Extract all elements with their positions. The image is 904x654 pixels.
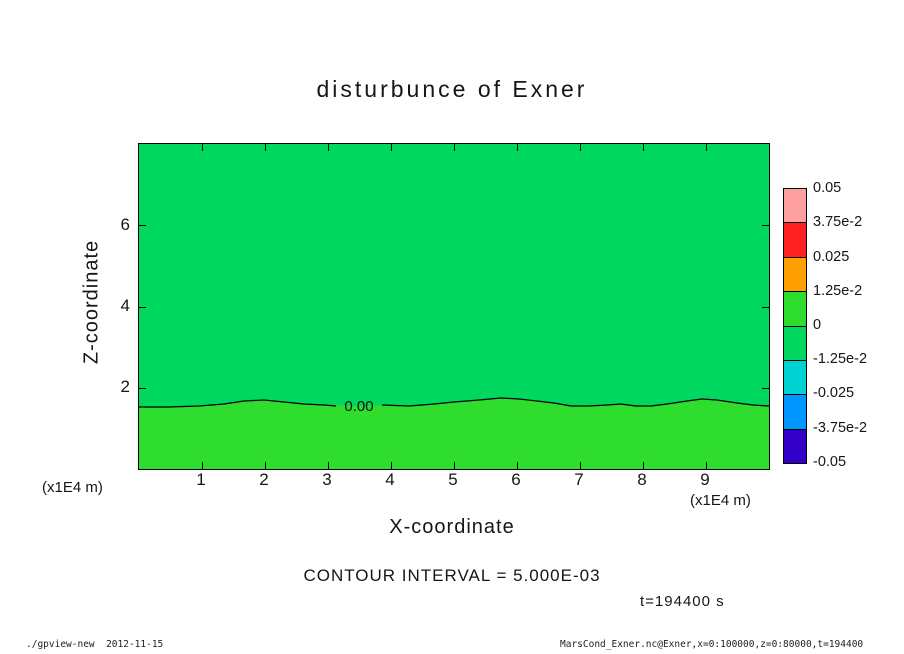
colorbar-cell [784, 395, 806, 430]
x-tick-label: 3 [322, 470, 332, 489]
colorbar-label: 0.025 [813, 249, 850, 265]
x-tick-mark [517, 462, 518, 469]
x-tick-label: 4 [385, 470, 395, 489]
x-tick-label: 1 [196, 470, 206, 489]
x-tick-mark [517, 144, 518, 151]
z-tick-mark [139, 388, 146, 389]
x-tick-mark [391, 462, 392, 469]
colorbar-cell [784, 292, 806, 327]
x-axis-title: X-coordinate [389, 516, 515, 538]
z-tick-mark [762, 307, 769, 308]
time-annotation: t=194400 s [640, 593, 725, 610]
z-tick-label: 2 [120, 377, 130, 396]
x-tick-mark [580, 462, 581, 469]
x-tick-mark [454, 144, 455, 151]
colorbar-label: 0.05 [813, 180, 842, 196]
z-tick-mark [139, 307, 146, 308]
colorbar-cell [784, 326, 806, 361]
x-tick-label: 8 [637, 470, 647, 489]
colorbar [783, 188, 807, 464]
zero-contour-line-right [381, 397, 769, 407]
z-tick-mark [139, 225, 146, 226]
contour-interval-text: CONTOUR INTERVAL = 5.000E-03 [303, 566, 601, 585]
lower-fill-region [139, 398, 769, 469]
x-tick-mark [265, 144, 266, 151]
x-tick-mark [328, 462, 329, 469]
z-tick-mark [762, 388, 769, 389]
colorbar-cell [784, 189, 806, 224]
footer-program-stamp: ./gpview-new 2012-11-15 [26, 639, 164, 650]
z-tick-label: 4 [120, 296, 130, 315]
colorbar-cell [784, 257, 806, 293]
footer-data-source-stamp: MarsCond_Exner.nc@Exner,x=0:100000,z=0:8… [560, 639, 864, 650]
z-axis-unit-label: (x1E4 m) [42, 479, 103, 496]
x-tick-mark [391, 144, 392, 151]
z-tick-label: 6 [120, 215, 130, 234]
x-tick-mark [328, 144, 329, 151]
x-tick-mark [706, 462, 707, 469]
contour-plot: 0.00 [139, 144, 769, 469]
x-tick-label: 2 [259, 470, 269, 489]
colorbar-label: -0.025 [813, 385, 855, 401]
x-tick-mark [454, 462, 455, 469]
colorbar-label: 0 [813, 317, 822, 333]
x-axis-unit-label: (x1E4 m) [690, 492, 751, 509]
z-tick-mark [762, 225, 769, 226]
colorbar-label: 3.75e-2 [813, 214, 863, 230]
contour-value-label: 0.00 [344, 398, 373, 415]
plot-title: disturbunce of Exner [316, 76, 588, 102]
z-axis-title: Z-coordinate [80, 239, 103, 365]
zero-contour-line-left [139, 399, 337, 408]
colorbar-label: -0.05 [813, 454, 847, 470]
colorbar-cell [784, 223, 806, 258]
x-tick-label: 5 [448, 470, 458, 489]
colorbar-cell [784, 429, 806, 463]
x-tick-mark [265, 462, 266, 469]
x-tick-mark [202, 462, 203, 469]
x-tick-label: 7 [574, 470, 584, 489]
plot-area: 0.00 [138, 143, 770, 470]
colorbar-label: 1.25e-2 [813, 283, 863, 299]
colorbar-label: -1.25e-2 [813, 351, 868, 367]
colorbar-label: -3.75e-2 [813, 420, 868, 436]
x-tick-mark [580, 144, 581, 151]
x-tick-mark [706, 144, 707, 151]
x-tick-mark [202, 144, 203, 151]
x-tick-label: 6 [511, 470, 521, 489]
colorbar-cell [784, 360, 806, 396]
x-tick-label: 9 [700, 470, 710, 489]
x-tick-mark [643, 144, 644, 151]
x-tick-mark [643, 462, 644, 469]
